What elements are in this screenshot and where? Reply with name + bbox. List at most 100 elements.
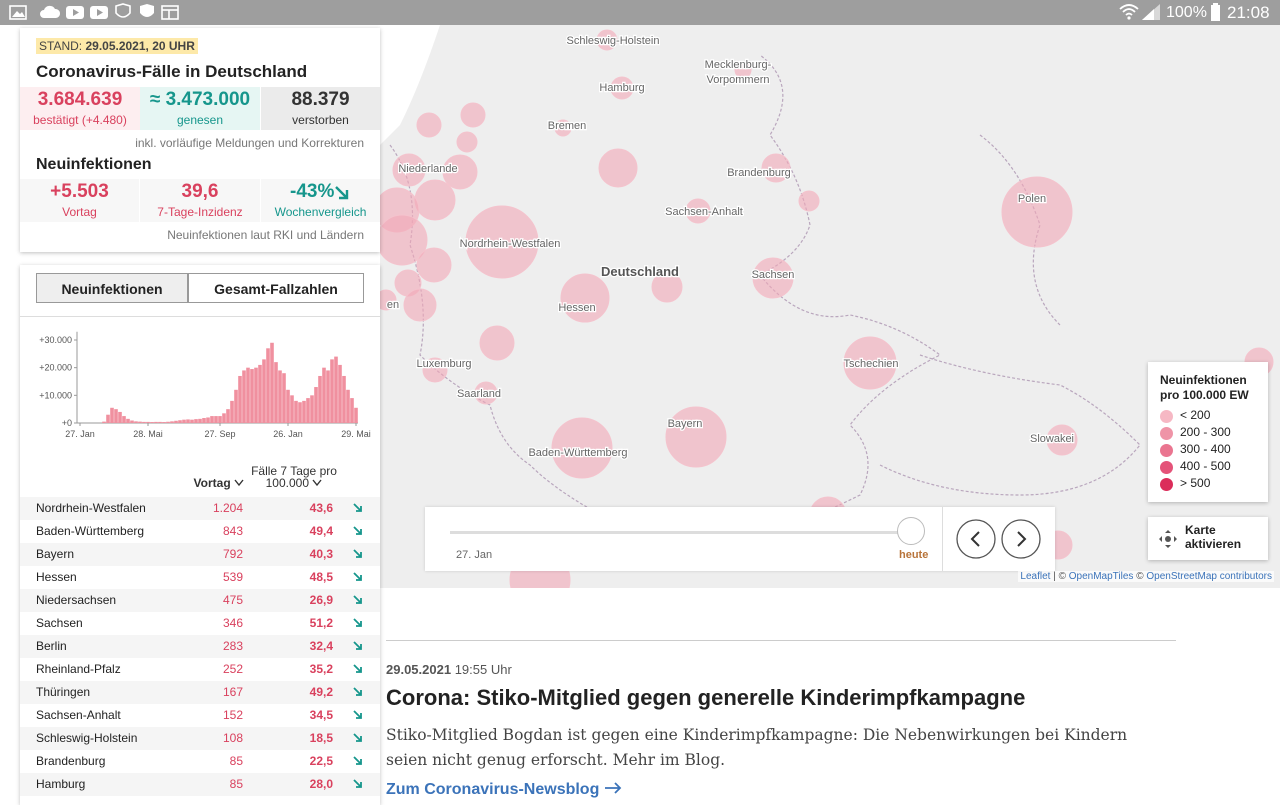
- new-label: 7-Tage-Inzidenz: [140, 205, 260, 219]
- bar: [338, 365, 342, 423]
- cases-prev-day: 252: [223, 662, 243, 676]
- bar: [118, 412, 122, 423]
- bar: [270, 343, 274, 423]
- trend-arrow-shape: [354, 734, 361, 741]
- bar: [342, 376, 346, 423]
- cases-prev-day: 85: [230, 777, 243, 791]
- bar: [250, 369, 254, 423]
- trend-arrow: [352, 571, 364, 583]
- battery-text: 100%: [1166, 4, 1207, 22]
- cases-prev-day: 85: [230, 754, 243, 768]
- legend-swatch: [1160, 444, 1173, 457]
- state-name: Sachsen-Anhalt: [36, 708, 121, 722]
- bar: [254, 368, 258, 423]
- move-icon: [1158, 529, 1178, 549]
- bar: [258, 365, 262, 423]
- trend-arrow: [352, 663, 364, 675]
- attribution-link[interactable]: OpenMapTiles: [1069, 571, 1134, 582]
- map-bubble: [417, 113, 441, 137]
- y-tick-label: +10.000: [39, 390, 72, 400]
- article-link[interactable]: Zum Coronavirus-Newsblog: [386, 781, 622, 799]
- incidence: 40,3: [310, 547, 333, 561]
- bar: [150, 422, 154, 423]
- map-label: Luxemburg: [416, 358, 471, 370]
- map-label: Baden-Württemberg: [528, 447, 627, 459]
- map-label: Slowakei: [1030, 433, 1074, 445]
- trend-arrow: [352, 709, 364, 721]
- bar: [210, 416, 214, 423]
- bar: [238, 376, 242, 423]
- article-headline[interactable]: Corona: Stiko-Mitglied gegen generelle K…: [386, 685, 1025, 711]
- bar: [162, 422, 166, 423]
- map-label: Polen: [1018, 193, 1046, 205]
- summary-card: STAND: 29.05.2021, 20 UHR Coronavirus-Fä…: [20, 28, 380, 252]
- map-label: Tschechien: [843, 358, 898, 370]
- bar: [282, 373, 286, 423]
- bar: [170, 421, 174, 423]
- trend-arrow-shape: [354, 780, 361, 787]
- bar: [214, 416, 218, 423]
- col-header[interactable]: Vortag: [170, 476, 244, 490]
- bar: [346, 390, 350, 423]
- attribution-link[interactable]: OpenStreetMap contributors: [1146, 571, 1272, 582]
- status-bar: 100% 21:08: [0, 0, 1280, 25]
- bar: [314, 387, 318, 423]
- legend-label: < 200: [1180, 408, 1210, 422]
- legend-swatch: [1160, 478, 1173, 491]
- bar: [166, 422, 170, 423]
- article-rule: [386, 640, 1176, 641]
- legend-title: pro 100.000 EW: [1160, 388, 1249, 402]
- tab-active[interactable]: Neuinfektionen: [36, 273, 188, 303]
- status-icons: [8, 0, 188, 25]
- stand-badge: STAND: 29.05.2021, 20 UHR: [36, 38, 198, 54]
- stand-date: 29.05.2021, 20 UHR: [85, 39, 194, 53]
- separator: [942, 507, 943, 571]
- bar: [326, 370, 330, 423]
- trend-arrow: [352, 525, 364, 537]
- bar: [302, 401, 306, 423]
- legend-swatch: [1160, 427, 1173, 440]
- incidence: 49,4: [310, 524, 333, 538]
- legend-swatch: [1160, 410, 1173, 423]
- activate-map[interactable]: Karte aktivieren: [1148, 517, 1268, 560]
- bar: [202, 418, 206, 423]
- trend-arrow: [352, 617, 364, 629]
- map-bubble: [666, 407, 726, 467]
- cases-prev-day: 1.204: [213, 501, 243, 515]
- divider: [20, 316, 380, 317]
- cases-prev-day: 539: [223, 570, 243, 584]
- trend-arrow-shape: [354, 619, 361, 626]
- trend-arrow-shape: [354, 573, 361, 580]
- bar: [298, 402, 302, 423]
- map-label: Niederlande: [398, 163, 457, 175]
- map-bubble: [1002, 177, 1072, 247]
- legend-label: > 500: [1180, 476, 1210, 490]
- bar: [350, 398, 354, 423]
- map-label: Bremen: [548, 120, 587, 132]
- source: Neuinfektionen laut RKI und Ländern: [167, 228, 364, 242]
- nav-buttons[interactable]: [955, 518, 1055, 562]
- state-name: Baden-Württemberg: [36, 524, 144, 538]
- bar: [178, 420, 182, 423]
- map-label: Schleswig-Holstein: [567, 35, 660, 47]
- map-bubble: [480, 326, 514, 360]
- map-label: Nordrhein-Westfalen: [460, 238, 561, 250]
- incidence: 48,5: [310, 570, 333, 584]
- tab[interactable]: Gesamt-Fallzahlen: [188, 273, 364, 303]
- col-header[interactable]: 100.000: [244, 476, 344, 490]
- cases-prev-day: 475: [223, 593, 243, 607]
- bar: [226, 409, 230, 423]
- new-label: Wochenvergleich: [261, 205, 380, 219]
- trend-arrow: [352, 778, 364, 790]
- bar: [106, 415, 110, 423]
- new-title: Neuinfektionen: [36, 156, 152, 174]
- trend-arrow: [352, 640, 364, 652]
- trend-arrow-shape: [354, 504, 361, 511]
- summary-title: Coronavirus-Fälle in Deutschland: [36, 62, 307, 82]
- attribution-link[interactable]: Leaflet: [1020, 571, 1050, 582]
- slider-handle[interactable]: [897, 517, 925, 545]
